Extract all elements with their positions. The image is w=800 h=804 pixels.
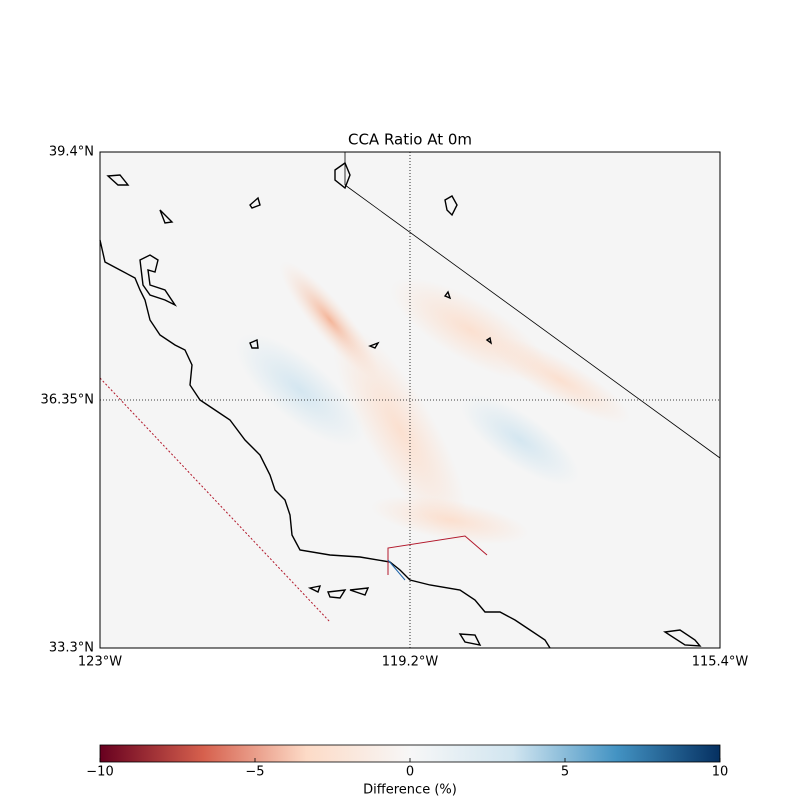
x-tick-label: 119.2°W [382, 655, 439, 670]
colorbar-tick-label: 5 [561, 765, 569, 780]
x-tick-label: 123°W [78, 655, 122, 670]
colorbar-tick-label: −10 [86, 765, 113, 780]
chart-title: CCA Ratio At 0m [348, 131, 472, 149]
colorbar-tick-label: 10 [712, 765, 729, 780]
y-tick-label: 33.3°N [49, 641, 94, 656]
colorbar-tick-label: 0 [406, 765, 414, 780]
x-tick-label: 115.4°W [692, 655, 749, 670]
colorbar-label: Difference (%) [363, 783, 457, 798]
colorbar-tick-label: −5 [245, 765, 264, 780]
domain-outline [99, 152, 721, 623]
difference-field [235, 261, 630, 545]
coastline [99, 161, 702, 649]
y-tick-label: 39.4°N [49, 145, 94, 160]
y-tick-label: 36.35°N [41, 393, 94, 408]
